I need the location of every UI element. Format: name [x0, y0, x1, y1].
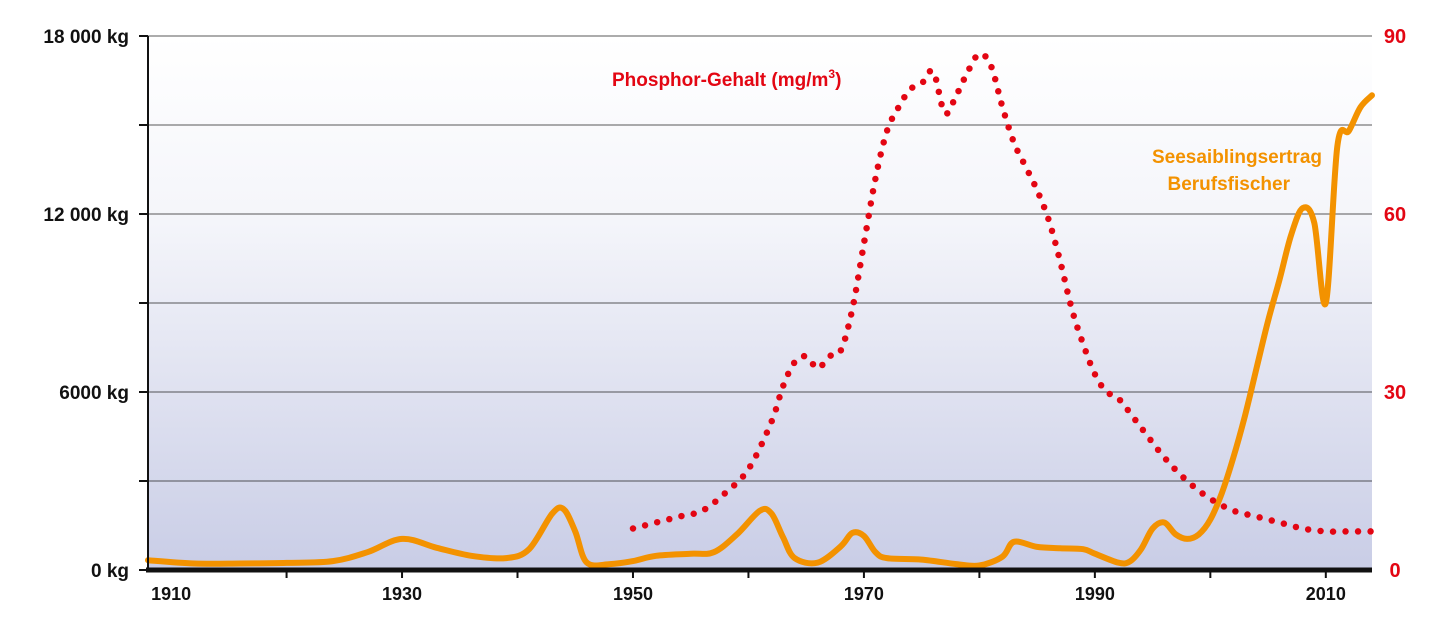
x-tick-label: 1990	[1075, 584, 1115, 604]
x-tick-label: 1910	[151, 584, 191, 604]
phosphor-series	[629, 50, 1376, 535]
right-tick-label: 30	[1384, 382, 1406, 404]
left-tick-label: 6000 kg	[59, 383, 129, 404]
right-tick-label: 60	[1384, 204, 1406, 226]
yield-line	[145, 92, 1375, 569]
axes	[139, 35, 1372, 578]
phosphor-annotation: Phosphor-Gehalt (mg/m3)	[612, 67, 841, 91]
right-tick-label: 0	[1389, 560, 1400, 582]
left-tick-label: 0 kg	[91, 561, 129, 582]
yield-annotation-line2: Berufsfischer	[1168, 174, 1291, 195]
phosphor-annotation-sup: 3	[828, 67, 835, 81]
x-tick-label: 1950	[613, 584, 653, 604]
gridlines	[148, 35, 1372, 482]
annotations: Phosphor-Gehalt (mg/m3) Seesaiblingsertr…	[612, 67, 1322, 195]
tick-labels: 0 kg 6000 kg 12 000 kg 18 000 kg 0 30 60 90 1910…	[43, 26, 1406, 604]
yield-annotation-line1: Seesaiblingsertrag	[1152, 147, 1322, 168]
x-tick-label: 1930	[382, 584, 422, 604]
x-tick-label: 1970	[844, 584, 884, 604]
left-tick-label: 12 000 kg	[43, 205, 129, 226]
right-tick-label: 90	[1384, 26, 1406, 48]
phosphor-annotation-text: Phosphor-Gehalt (mg/m	[612, 70, 828, 91]
phosphor-annotation-close: )	[835, 70, 841, 91]
yield-series	[145, 92, 1375, 569]
phosphor-line	[629, 50, 1376, 535]
left-tick-label: 18 000 kg	[43, 27, 129, 48]
x-tick-label: 2010	[1306, 584, 1346, 604]
